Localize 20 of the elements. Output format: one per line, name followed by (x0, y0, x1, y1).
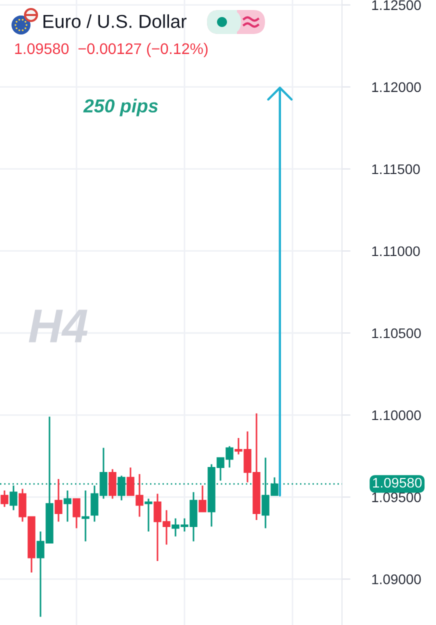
annotation: 250 pips (83, 98, 158, 116)
text: 1.09580 −0.00127 (−0.12%) (15, 42, 208, 58)
candlestick (82, 490, 90, 542)
y-tick-label: 1.11000 (372, 246, 420, 256)
y-tick-label: 1.12500 (372, 0, 421, 10)
candlestick (108, 468, 116, 500)
ref-line-label: 1.09580 (373, 478, 422, 488)
y-tick-label: 1.10000 (372, 410, 421, 420)
candlestick (54, 478, 62, 522)
y-tick-label: 1.12000 (372, 82, 421, 92)
text: Euro / U.S. Dollar (44, 14, 186, 28)
y-tick-label: 1.09000 (372, 574, 421, 584)
candlestick (64, 490, 72, 522)
candlestick (144, 498, 152, 532)
candlestick (72, 498, 80, 529)
y-tick-label: 1.11500 (372, 164, 420, 174)
y-tick-label: 1.10500 (372, 328, 421, 338)
candlestick (0, 490, 8, 508)
y-tick-label: 1.09500 (372, 492, 421, 502)
candlestick (198, 484, 206, 513)
